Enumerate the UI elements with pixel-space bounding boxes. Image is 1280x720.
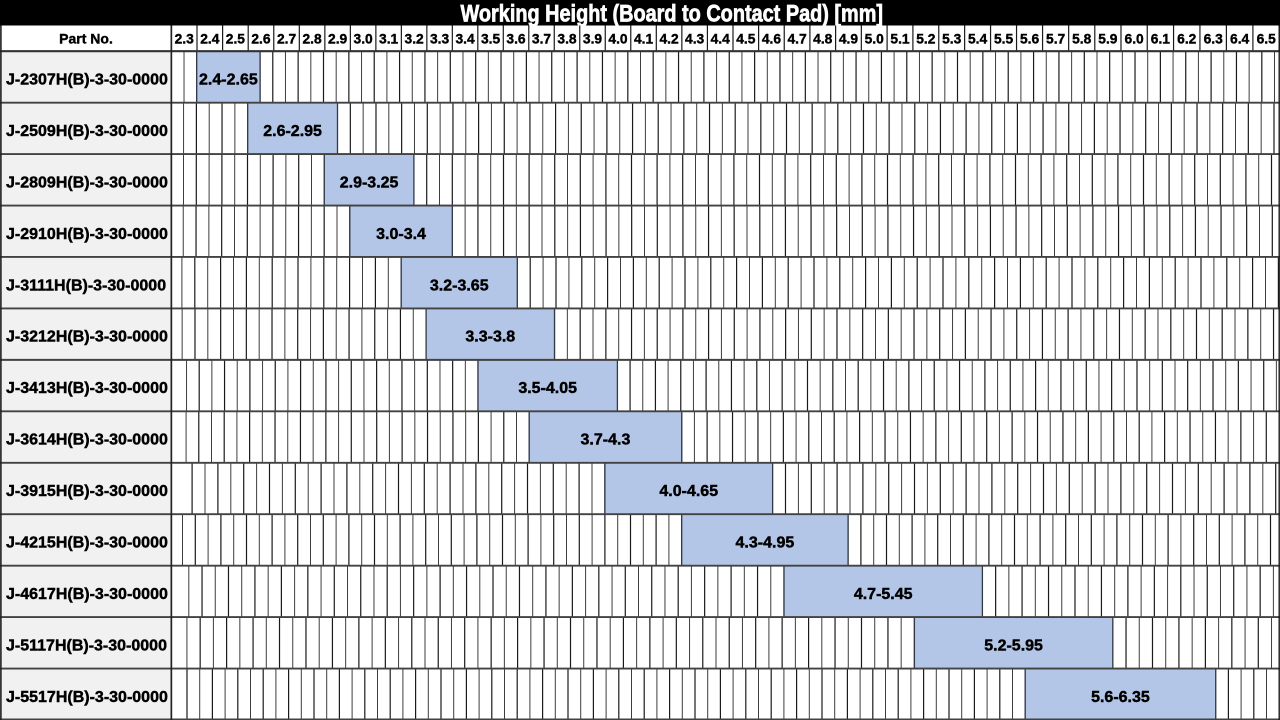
svg-text:4.6: 4.6 [762,32,782,47]
svg-text:3.5-4.05: 3.5-4.05 [518,380,577,397]
svg-text:Part No.: Part No. [59,31,113,47]
svg-text:J-5517H(B)-3-30-0000: J-5517H(B)-3-30-0000 [6,689,168,706]
svg-text:3.7: 3.7 [532,32,552,47]
svg-text:3.0: 3.0 [354,32,374,47]
svg-text:5.6: 5.6 [1020,32,1040,47]
svg-text:5.7: 5.7 [1046,32,1066,47]
svg-text:2.9: 2.9 [328,32,348,47]
svg-text:6.0: 6.0 [1125,32,1145,47]
svg-text:J-3614H(B)-3-30-0000: J-3614H(B)-3-30-0000 [6,432,168,449]
svg-text:6.4: 6.4 [1230,32,1250,47]
svg-text:J-5117H(B)-3-30-0000: J-5117H(B)-3-30-0000 [6,637,167,654]
svg-text:J-3212H(B)-3-30-0000: J-3212H(B)-3-30-0000 [6,329,168,346]
svg-text:5.3: 5.3 [942,32,962,47]
svg-text:2.6-2.95: 2.6-2.95 [263,123,322,140]
svg-text:5.2-5.95: 5.2-5.95 [984,637,1043,654]
svg-text:J-3413H(B)-3-30-0000: J-3413H(B)-3-30-0000 [6,380,168,397]
svg-text:2.4-2.65: 2.4-2.65 [199,72,258,89]
svg-text:3.4: 3.4 [455,32,475,47]
svg-text:5.4: 5.4 [968,32,988,47]
svg-text:2.3: 2.3 [175,32,195,47]
svg-text:5.0: 5.0 [865,32,885,47]
svg-text:6.2: 6.2 [1177,32,1197,47]
svg-text:3.3: 3.3 [430,32,450,47]
svg-text:6.3: 6.3 [1204,32,1224,47]
svg-text:4.5: 4.5 [736,32,756,47]
svg-text:5.8: 5.8 [1072,32,1092,47]
svg-text:4.8: 4.8 [813,32,833,47]
svg-text:4.7: 4.7 [787,32,807,47]
svg-text:3.0-3.4: 3.0-3.4 [376,226,426,243]
svg-text:2.6: 2.6 [251,32,271,47]
svg-text:J-3915H(B)-3-30-0000: J-3915H(B)-3-30-0000 [6,483,168,500]
svg-text:J-2509H(B)-3-30-0000: J-2509H(B)-3-30-0000 [6,123,168,140]
svg-text:5.5: 5.5 [994,32,1014,47]
svg-text:3.9: 3.9 [583,32,603,47]
svg-text:3.3-3.8: 3.3-3.8 [465,329,515,346]
svg-text:5.6-6.35: 5.6-6.35 [1091,689,1150,706]
svg-text:J-2307H(B)-3-30-0000: J-2307H(B)-3-30-0000 [6,72,168,89]
svg-text:6.1: 6.1 [1151,32,1171,47]
svg-text:3.5: 3.5 [481,32,501,47]
svg-text:J-2910H(B)-3-30-0000: J-2910H(B)-3-30-0000 [6,226,168,243]
svg-text:4.4: 4.4 [711,32,731,47]
svg-text:4.2: 4.2 [659,32,679,47]
svg-text:3.2-3.65: 3.2-3.65 [430,277,489,294]
svg-text:3.6: 3.6 [506,32,526,47]
svg-text:4.0: 4.0 [608,32,628,47]
svg-text:3.7-4.3: 3.7-4.3 [581,432,631,449]
svg-text:4.7-5.45: 4.7-5.45 [854,586,913,603]
svg-text:4.3: 4.3 [685,32,705,47]
svg-text:4.3-4.95: 4.3-4.95 [736,535,795,552]
svg-text:2.5: 2.5 [226,32,246,47]
svg-text:4.9: 4.9 [839,32,859,47]
svg-text:J-4215H(B)-3-30-0000: J-4215H(B)-3-30-0000 [6,535,168,552]
svg-text:4.1: 4.1 [634,32,654,47]
svg-text:2.9-3.25: 2.9-3.25 [340,174,399,191]
svg-text:J-4617H(B)-3-30-0000: J-4617H(B)-3-30-0000 [6,586,168,603]
svg-text:3.1: 3.1 [379,32,399,47]
svg-text:5.9: 5.9 [1098,32,1118,47]
svg-text:5.2: 5.2 [916,32,936,47]
svg-text:6.5: 6.5 [1257,32,1277,47]
svg-text:2.7: 2.7 [277,32,297,47]
svg-text:2.8: 2.8 [302,32,322,47]
svg-text:5.1: 5.1 [890,32,910,47]
svg-text:3.8: 3.8 [557,32,577,47]
svg-text:2.4: 2.4 [200,32,220,47]
svg-text:4.0-4.65: 4.0-4.65 [659,483,718,500]
svg-text:3.2: 3.2 [405,32,425,47]
svg-text:Working Height (Board to Conta: Working Height (Board to Contact Pad) [m… [461,0,884,27]
svg-text:J-3111H(B)-3-30-0000: J-3111H(B)-3-30-0000 [6,277,166,294]
svg-text:J-2809H(B)-3-30-0000: J-2809H(B)-3-30-0000 [6,174,168,191]
